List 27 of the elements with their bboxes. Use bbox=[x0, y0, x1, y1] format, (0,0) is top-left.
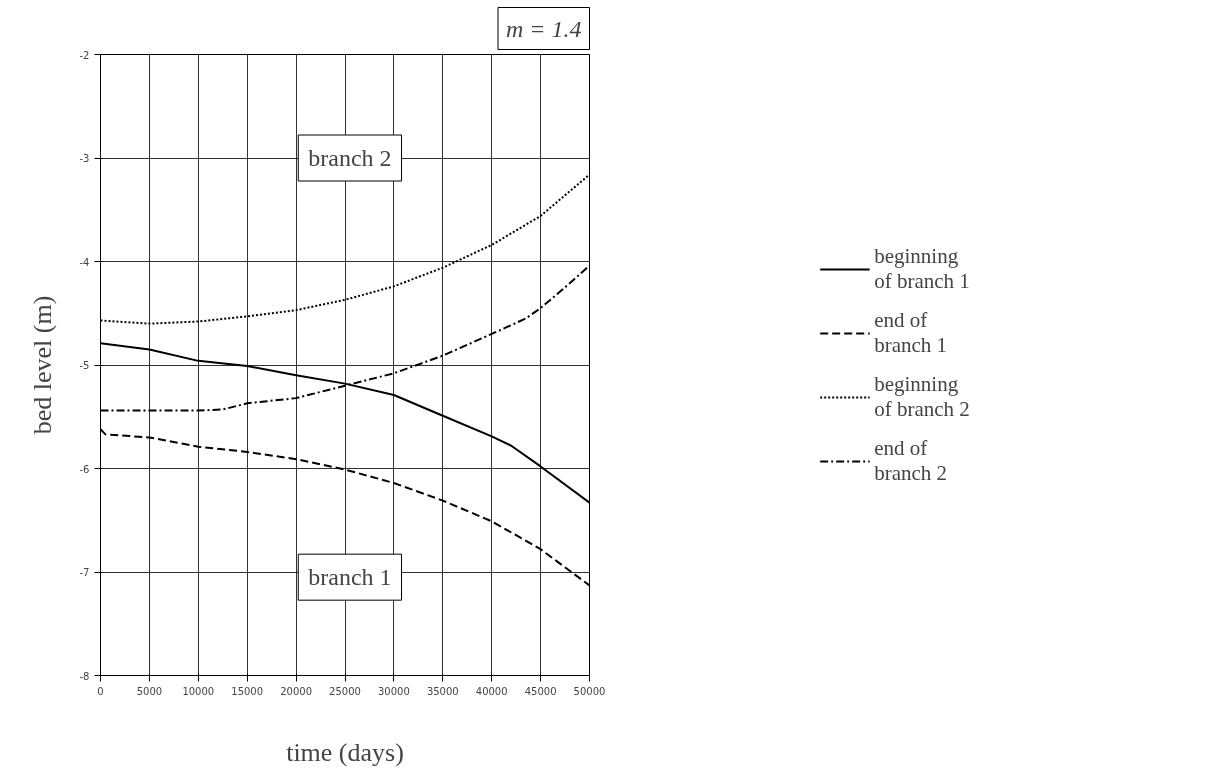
y-tick-label: -6 bbox=[79, 463, 90, 475]
y-tick-label: -5 bbox=[79, 360, 90, 371]
x-tick-label: 10000 bbox=[182, 685, 215, 697]
x-tick-label: 45000 bbox=[524, 685, 557, 697]
x-tick-label: 35000 bbox=[426, 685, 459, 697]
y-tick-label: -8 bbox=[79, 670, 90, 682]
legend-label: beginning of branch 1 bbox=[874, 243, 970, 294]
legend-label: end of branch 2 bbox=[874, 435, 948, 486]
x-tick-label: 5000 bbox=[136, 685, 163, 697]
text: m = 1.4 bbox=[505, 15, 582, 42]
x-axis-title: time (days) bbox=[286, 737, 404, 767]
legend-label: beginning of branch 2 bbox=[874, 371, 970, 422]
legend-label: end of branch 1 bbox=[874, 307, 948, 358]
y-tick-label: -2 bbox=[79, 49, 90, 61]
x-tick-label: 50000 bbox=[573, 685, 606, 697]
x-tick-label: 25000 bbox=[329, 685, 361, 697]
x-tick-label: 40000 bbox=[475, 685, 508, 697]
x-tick-label: 15000 bbox=[231, 685, 264, 697]
y-tick-label: -3 bbox=[79, 153, 90, 164]
y-axis-title: bed level (m) bbox=[27, 295, 57, 435]
x-tick-label: 20000 bbox=[280, 685, 313, 697]
annotation: branch 2 bbox=[308, 145, 392, 171]
y-tick-label: -7 bbox=[79, 567, 90, 578]
x-tick-label: 0 bbox=[97, 685, 104, 697]
annotation: branch 1 bbox=[308, 564, 392, 591]
y-tick-label: -4 bbox=[79, 256, 90, 268]
x-tick-label: 30000 bbox=[377, 685, 410, 697]
